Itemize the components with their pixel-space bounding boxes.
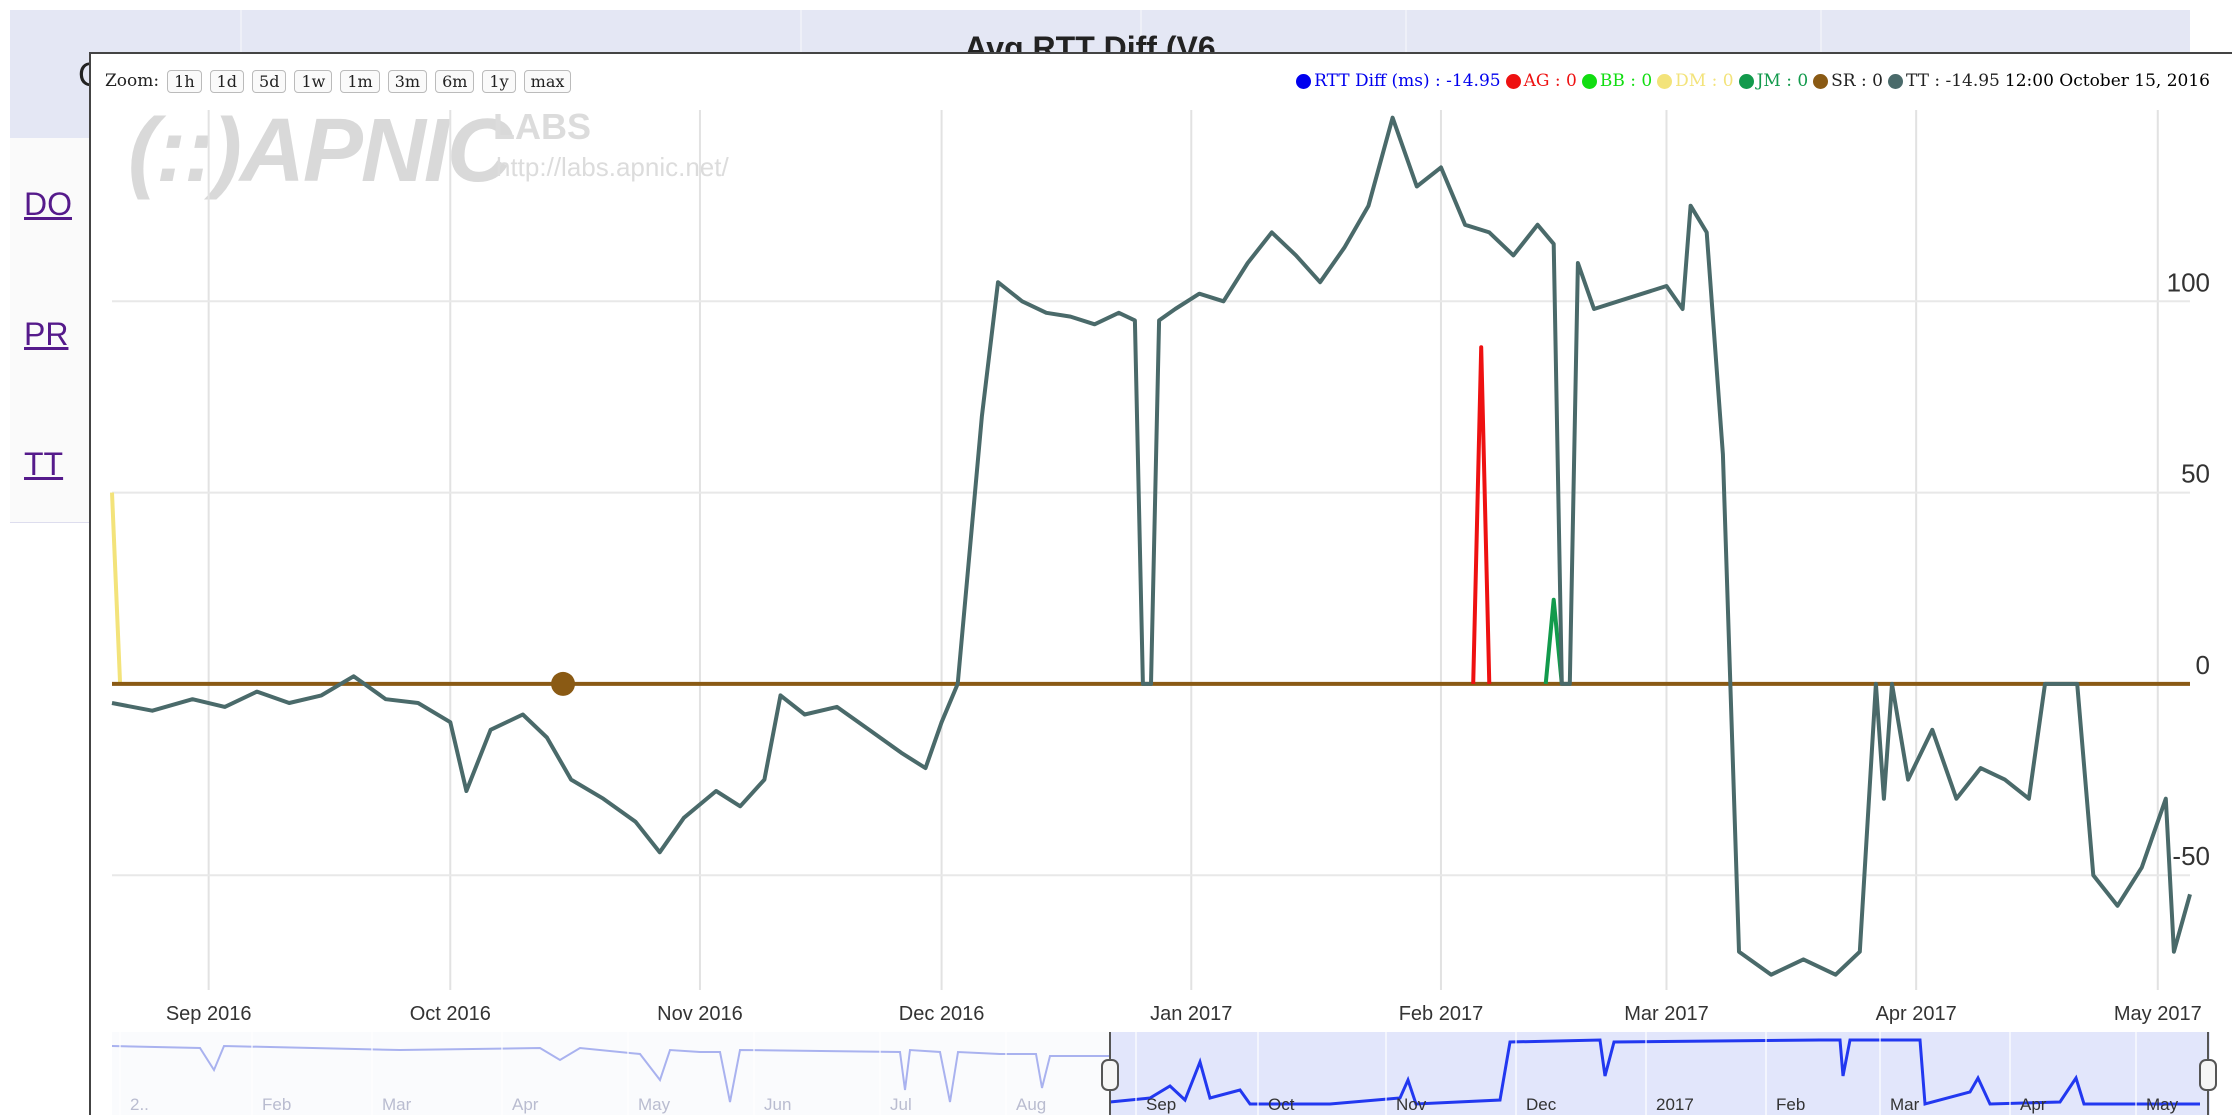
watermark-url: http://labs.apnic.net/ xyxy=(496,152,729,182)
series-line-tt xyxy=(111,115,2192,977)
chart-axes: Sep 2016 Oct 2016 Nov 2016 Dec 2016 Jan 2017… xyxy=(166,267,2210,1025)
zoom-3m-button[interactable]: 3m xyxy=(387,69,428,93)
chart-series xyxy=(110,115,2192,977)
navigator-series-line xyxy=(111,1044,1110,1103)
x-tick-label: Feb 2017 xyxy=(1399,1003,1484,1025)
legend-text: AG : 0 xyxy=(1523,71,1577,91)
hover-marker-point xyxy=(551,671,576,696)
x-tick-label: Jan 2017 xyxy=(1150,1003,1232,1025)
zoom-6m-button[interactable]: 6m xyxy=(435,69,475,93)
x-tick-label: Mar 2017 xyxy=(1624,1003,1709,1025)
legend-dot-icon xyxy=(1887,73,1903,89)
chart-grid xyxy=(112,110,2190,990)
legend-item-ag[interactable]: AG : 0 xyxy=(1505,71,1577,91)
legend-item-tt[interactable]: TT : -14.95 xyxy=(1887,71,2000,91)
legend-item-bb[interactable]: BB : 0 xyxy=(1581,71,1653,91)
x-tick-label: Oct 2016 xyxy=(410,1003,491,1025)
legend-dot-icon xyxy=(1296,73,1312,89)
zoom-1m-button[interactable]: 1m xyxy=(340,69,380,93)
legend-dot-icon xyxy=(1738,73,1754,89)
navigator-selected-range[interactable] xyxy=(1110,1032,2210,1115)
legend-text: BB : 0 xyxy=(1599,71,1653,91)
apnic-logo: (::)APNIC xyxy=(128,101,512,201)
legend-dot-icon xyxy=(1581,73,1597,89)
y-tick-label: 50 xyxy=(2181,459,2210,489)
y-tick-label: 100 xyxy=(2167,267,2210,297)
y-tick-label: -50 xyxy=(2172,841,2210,871)
legend-text: SR : 0 xyxy=(1831,71,1883,91)
navigator-label: Jul xyxy=(890,1095,912,1114)
navigator-label: Sep xyxy=(1146,1095,1176,1114)
zoom-1h-button[interactable]: 1h xyxy=(167,69,202,93)
navigator-label: Mar xyxy=(382,1095,412,1114)
navigator-label: Mar xyxy=(1890,1095,1920,1114)
row-link-pr[interactable]: PR xyxy=(24,316,69,352)
chart-popup-panel xyxy=(89,52,2232,1115)
legend-dot-icon xyxy=(1813,73,1829,89)
legend-item-sr[interactable]: SR : 0 xyxy=(1813,71,1883,91)
legend-timestamp: 12:00 October 15, 2016 xyxy=(2004,71,2210,91)
series-line-jm xyxy=(1543,597,1564,685)
table-row: TT xyxy=(10,394,90,523)
navigator-series-line xyxy=(1109,1038,2200,1106)
background-page-title: Avg RTT Diff (V6 xyxy=(964,30,1216,54)
zoom-1d-button[interactable]: 1d xyxy=(209,69,245,93)
legend-item-rtt-diff[interactable]: RTT Diff (ms) : -14.95 xyxy=(1296,71,1501,91)
apnic-labs-watermark: (::)APNIC LABS http://labs.apnic.net/ xyxy=(128,100,729,203)
navigator-label: 2017 xyxy=(1656,1095,1694,1114)
range-navigator[interactable]: 2.. Feb Mar Apr May Jun Jul Aug Sep Oct Nov Dec 2017… xyxy=(111,1032,2217,1115)
navigator-handle[interactable] xyxy=(2199,1059,2217,1091)
navigator-label: May xyxy=(638,1095,671,1114)
row-link-tt[interactable]: TT xyxy=(24,446,64,482)
navigator-label: Apr xyxy=(2020,1095,2047,1114)
navigator-label: Dec xyxy=(1526,1095,1557,1114)
legend-text: RTT Diff (ms) : -14.95 xyxy=(1314,71,1501,91)
table-row: PR xyxy=(10,266,90,395)
zoom-bar: Zoom: 1h 1d 5d 1w 1m 3m 6m 1y max xyxy=(105,66,572,96)
navigator-label: Aug xyxy=(1016,1095,1046,1114)
y-tick-label: 0 xyxy=(2196,650,2210,680)
legend-item-jm[interactable]: JM : 0 xyxy=(1738,71,1809,91)
legend-text: TT : -14.95 xyxy=(1905,71,2000,91)
legend-text: JM : 0 xyxy=(1756,71,1809,91)
labs-text: LABS xyxy=(493,106,591,147)
navigator-label: Jun xyxy=(764,1095,791,1114)
navigator-label: Nov xyxy=(1396,1095,1427,1114)
x-tick-label: Apr 2017 xyxy=(1876,1003,1957,1025)
navigator-label: Feb xyxy=(262,1095,291,1114)
navigator-label: May xyxy=(2146,1095,2179,1114)
series-line-ag xyxy=(1471,345,1492,684)
legend-dot-icon xyxy=(1657,73,1673,89)
x-tick-label: Dec 2016 xyxy=(899,1003,985,1025)
chart-legend: RTT Diff (ms) : -14.95 AG : 0 BB : 0 DM … xyxy=(1296,66,2210,96)
navigator-label: Feb xyxy=(1776,1095,1805,1114)
navigator-handle[interactable] xyxy=(1101,1059,1119,1091)
zoom-label: Zoom: xyxy=(105,71,160,91)
zoom-max-button[interactable]: max xyxy=(523,69,572,93)
zoom-5d-button[interactable]: 5d xyxy=(252,69,287,93)
navigator-label: Oct xyxy=(1268,1095,1295,1114)
x-tick-label: Sep 2016 xyxy=(166,1003,252,1025)
series-line-dm xyxy=(110,492,123,684)
x-tick-label: May 2017 xyxy=(2114,1003,2202,1025)
legend-text: DM : 0 xyxy=(1675,71,1734,91)
navigator-label: 2.. xyxy=(130,1095,149,1114)
navigator-label: Apr xyxy=(512,1095,539,1114)
legend-dot-icon xyxy=(1505,73,1521,89)
x-tick-label: Nov 2016 xyxy=(657,1003,743,1025)
zoom-1y-button[interactable]: 1y xyxy=(482,69,516,93)
row-link-do[interactable]: DO xyxy=(24,186,72,222)
zoom-1w-button[interactable]: 1w xyxy=(294,69,333,93)
legend-item-dm[interactable]: DM : 0 xyxy=(1657,71,1734,91)
